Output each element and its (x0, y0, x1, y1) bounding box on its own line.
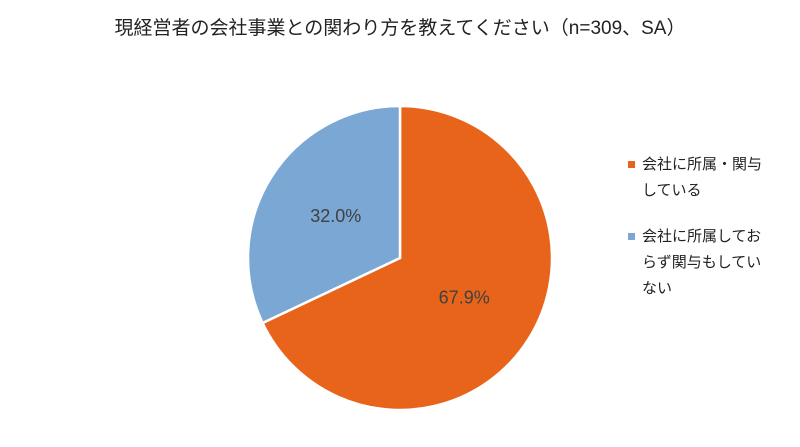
slices (246, 104, 554, 412)
pie-slice (246, 104, 402, 325)
pie-slice (260, 104, 554, 412)
legend: 会社に所属・関与している会社に所属しておらず関与もしていない (628, 152, 763, 322)
chart-title: 現経営者の会社事業との関わり方を教えてください（n=309、SA） (114, 17, 685, 39)
legend-label: 会社に所属しておらず関与もしていない (642, 228, 762, 297)
legend-item: 会社に所属しておらず関与もしていない (628, 224, 763, 302)
legend-item: 会社に所属・関与している (628, 152, 763, 204)
value-label: 67.9% (439, 287, 490, 307)
legend-label: 会社に所属・関与している (642, 156, 763, 199)
value-label: 32.0% (310, 206, 361, 226)
legend-swatch (628, 233, 635, 240)
legend-swatch (628, 161, 635, 168)
